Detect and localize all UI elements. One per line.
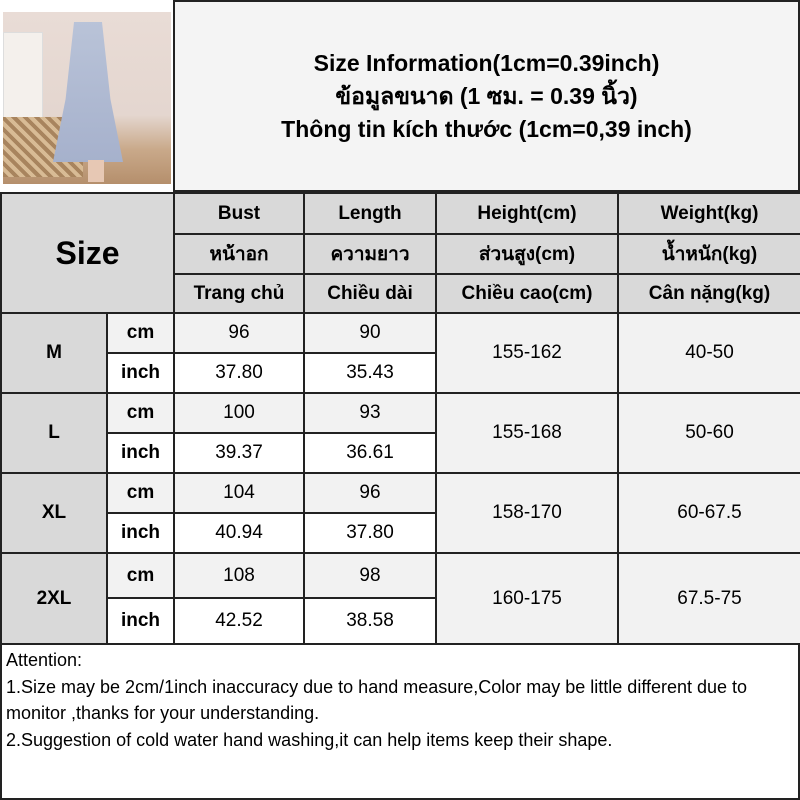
attention-notes: Attention: 1.Size may be 2cm/1inch inacc… <box>0 643 800 800</box>
column-header: Bust <box>173 192 305 235</box>
length-cm: 96 <box>303 472 437 514</box>
size-header: Size <box>0 192 175 314</box>
bust-cm: 100 <box>173 392 305 434</box>
title-thai: ข้อมูลขนาด (1 ซม. = 0.39 นิ้ว) <box>335 82 638 109</box>
unit-cm: cm <box>106 392 175 434</box>
bust-inch: 39.37 <box>173 432 305 474</box>
bust-cm: 108 <box>173 552 305 599</box>
bust-inch: 40.94 <box>173 512 305 554</box>
column-header: ส่วนสูง(cm) <box>435 233 619 275</box>
weight-range: 67.5-75 <box>617 552 800 645</box>
column-header: Cân nặng(kg) <box>617 273 800 314</box>
unit-cm: cm <box>106 552 175 599</box>
height-range: 155-168 <box>435 392 619 474</box>
length-inch: 37.80 <box>303 512 437 554</box>
length-inch: 35.43 <box>303 352 437 394</box>
title-english: Size Information(1cm=0.39inch) <box>313 49 660 76</box>
column-header: Length <box>303 192 437 235</box>
bust-inch: 37.80 <box>173 352 305 394</box>
bust-cm: 104 <box>173 472 305 514</box>
length-inch: 38.58 <box>303 597 437 645</box>
unit-inch: inch <box>106 352 175 394</box>
size-label: L <box>0 392 108 474</box>
length-inch: 36.61 <box>303 432 437 474</box>
note-1: 1.Size may be 2cm/1inch inaccuracy due t… <box>6 676 748 724</box>
length-cm: 90 <box>303 312 437 354</box>
weight-range: 40-50 <box>617 312 800 394</box>
weight-range: 60-67.5 <box>617 472 800 554</box>
size-label: M <box>0 312 108 394</box>
unit-inch: inch <box>106 512 175 554</box>
title-vietnamese: Thông tin kích thước (1cm=0,39 inch) <box>281 115 692 142</box>
length-cm: 93 <box>303 392 437 434</box>
size-label: 2XL <box>0 552 108 645</box>
weight-range: 50-60 <box>617 392 800 474</box>
unit-inch: inch <box>106 597 175 645</box>
column-header: Trang chủ <box>173 273 305 314</box>
unit-cm: cm <box>106 472 175 514</box>
note-2: 2.Suggestion of cold water hand washing,… <box>6 729 613 750</box>
column-header: Chiều dài <box>303 273 437 314</box>
size-label: XL <box>0 472 108 554</box>
bust-cm: 96 <box>173 312 305 354</box>
height-range: 155-162 <box>435 312 619 394</box>
size-info-title: Size Information(1cm=0.39inch) ข้อมูลขนา… <box>173 0 800 192</box>
height-range: 158-170 <box>435 472 619 554</box>
column-header: หน้าอก <box>173 233 305 275</box>
unit-cm: cm <box>106 312 175 354</box>
length-cm: 98 <box>303 552 437 599</box>
column-header: ความยาว <box>303 233 437 275</box>
notes-heading: Attention: <box>6 650 83 670</box>
height-range: 160-175 <box>435 552 619 645</box>
unit-inch: inch <box>106 432 175 474</box>
column-header: Chiều cao(cm) <box>435 273 619 314</box>
column-header: น้ำหนัก(kg) <box>617 233 800 275</box>
column-header: Weight(kg) <box>617 192 800 235</box>
bust-inch: 42.52 <box>173 597 305 645</box>
product-photo <box>3 12 171 184</box>
column-header: Height(cm) <box>435 192 619 235</box>
